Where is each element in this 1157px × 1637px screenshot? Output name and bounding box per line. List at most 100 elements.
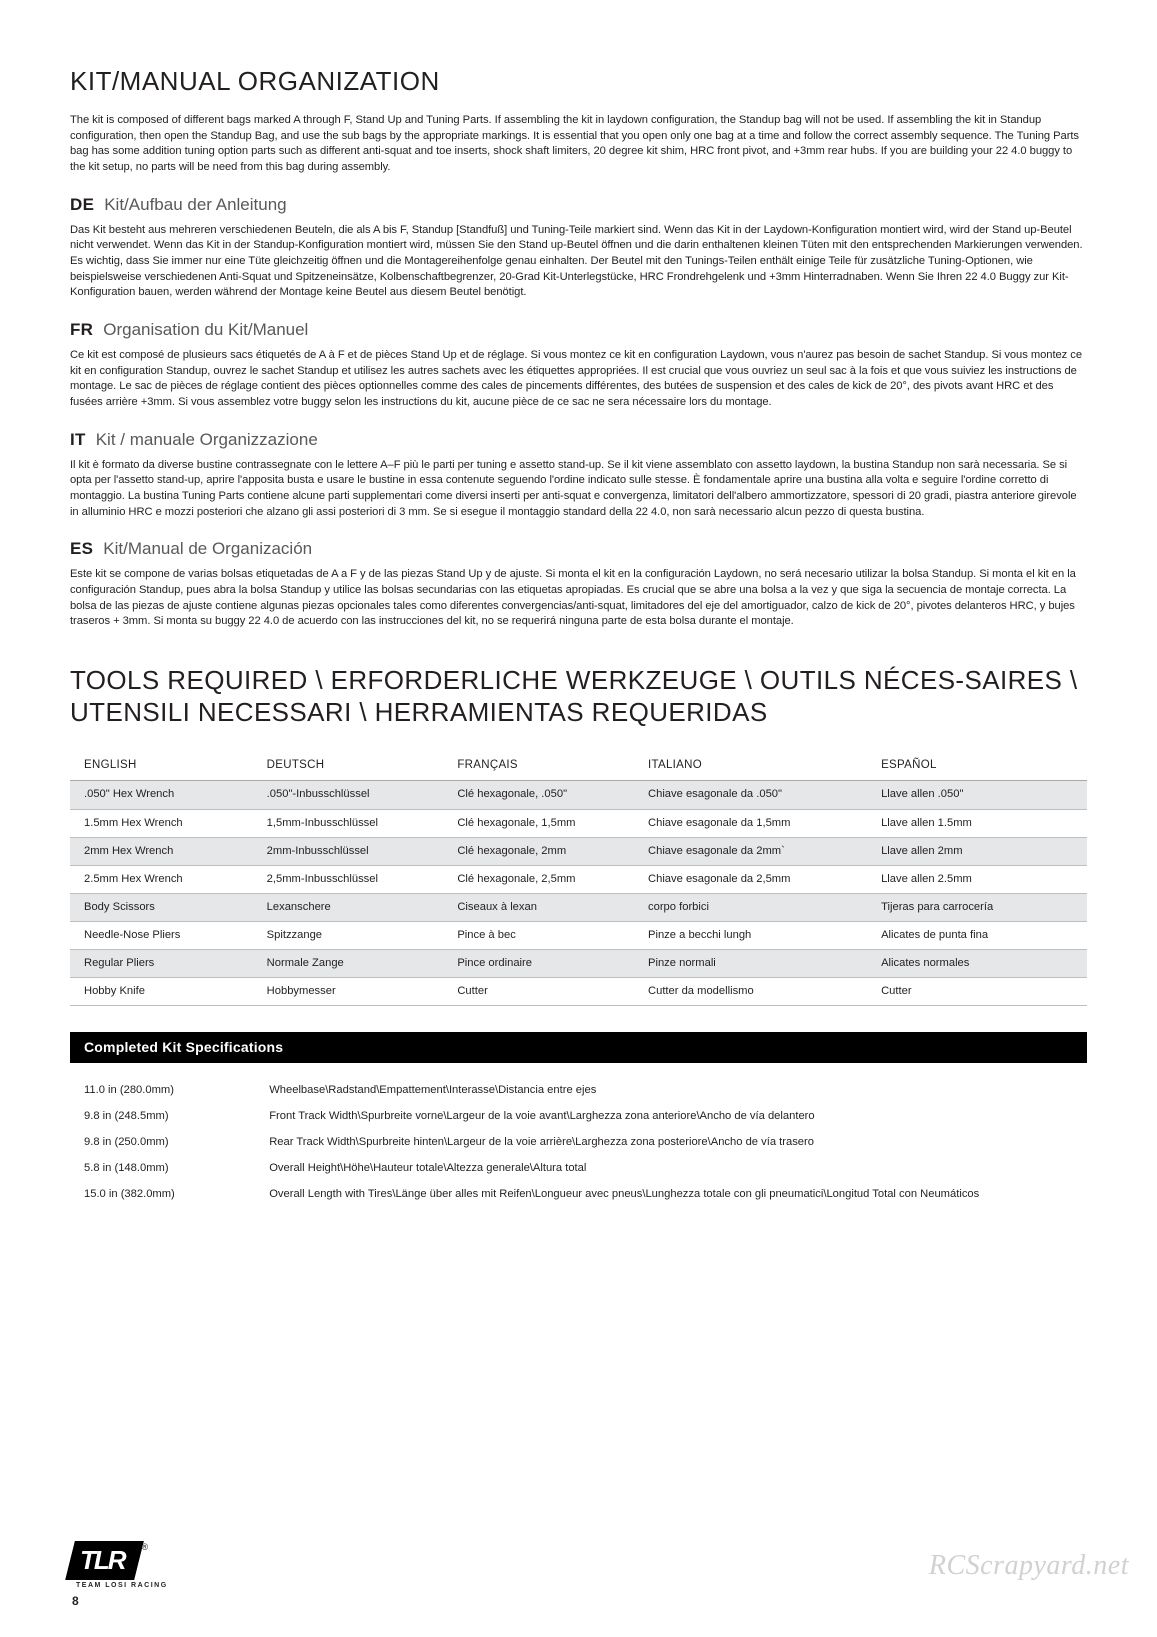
- lang-code: ES: [70, 538, 93, 561]
- lang-code: DE: [70, 194, 94, 217]
- tlr-mark: TLR: [65, 1541, 143, 1580]
- lang-body: Il kit è formato da diverse bustine cont…: [70, 458, 1087, 521]
- table-cell: Lexanschere: [261, 893, 452, 921]
- section1-intro: The kit is composed of different bags ma…: [70, 113, 1087, 176]
- table-cell: Hobbymesser: [261, 978, 452, 1006]
- table-cell: 1.5mm Hex Wrench: [70, 809, 261, 837]
- table-row: 9.8 in (248.5mm)Front Track Width\Spurbr…: [70, 1103, 1087, 1129]
- specs-bar: Completed Kit Specifications: [70, 1032, 1087, 1063]
- table-cell: Tijeras para carrocería: [875, 893, 1087, 921]
- tools-title: TOOLS REQUIRED \ ERFORDERLICHE WERKZEUGE…: [70, 664, 1087, 729]
- table-cell: Clé hexagonale, 1,5mm: [451, 809, 642, 837]
- table-cell: Body Scissors: [70, 893, 261, 921]
- lang-heading: IT Kit / manuale Organizzazione: [70, 429, 1087, 452]
- table-cell: Regular Pliers: [70, 950, 261, 978]
- table-cell: 2mm-Inbusschlüssel: [261, 837, 452, 865]
- footer: TLR ® TEAM LOSI RACING 8: [70, 1541, 168, 1609]
- table-cell: Rear Track Width\Spurbreite hinten\Large…: [263, 1129, 1087, 1155]
- table-cell: Llave allen 2mm: [875, 837, 1087, 865]
- table-cell: 11.0 in (280.0mm): [70, 1077, 263, 1103]
- specs-table: 11.0 in (280.0mm)Wheelbase\Radstand\Empa…: [70, 1077, 1087, 1208]
- table-cell: Llave allen 2.5mm: [875, 865, 1087, 893]
- tools-col-header: DEUTSCH: [261, 751, 452, 781]
- table-cell: 15.0 in (382.0mm): [70, 1182, 263, 1208]
- table-cell: .050"-Inbusschlüssel: [261, 781, 452, 809]
- lang-body: Este kit se compone de varias bolsas eti…: [70, 567, 1087, 630]
- table-cell: Needle-Nose Pliers: [70, 922, 261, 950]
- table-cell: Normale Zange: [261, 950, 452, 978]
- table-row: 2mm Hex Wrench2mm-InbusschlüsselClé hexa…: [70, 837, 1087, 865]
- table-cell: Llave allen 1.5mm: [875, 809, 1087, 837]
- table-row: Regular PliersNormale ZangePince ordinai…: [70, 950, 1087, 978]
- tlr-logo: TLR ® TEAM LOSI RACING 8: [70, 1541, 168, 1609]
- table-cell: Chiave esagonale da 2,5mm: [642, 865, 875, 893]
- tools-col-header: ESPAÑOL: [875, 751, 1087, 781]
- table-cell: .050" Hex Wrench: [70, 781, 261, 809]
- lang-sections: DE Kit/Aufbau der Anleitung Das Kit besteh…: [70, 194, 1087, 630]
- tools-body: .050" Hex Wrench.050"-InbusschlüsselClé …: [70, 781, 1087, 1006]
- lang-body: Das Kit besteht aus mehreren verschieden…: [70, 223, 1087, 301]
- table-cell: Cutter da modellismo: [642, 978, 875, 1006]
- lang-title: Organisation du Kit/Manuel: [103, 319, 308, 342]
- table-cell: Clé hexagonale, .050": [451, 781, 642, 809]
- table-row: .050" Hex Wrench.050"-InbusschlüsselClé …: [70, 781, 1087, 809]
- table-row: 9.8 in (250.0mm)Rear Track Width\Spurbre…: [70, 1129, 1087, 1155]
- tlr-subtext: TEAM LOSI RACING: [76, 1581, 168, 1590]
- tools-header-row: ENGLISHDEUTSCHFRANÇAISITALIANOESPAÑOL: [70, 751, 1087, 781]
- page-content: KIT/MANUAL ORGANIZATION The kit is compo…: [0, 0, 1157, 1208]
- lang-code: IT: [70, 429, 86, 452]
- lang-title: Kit/Manual de Organización: [103, 538, 312, 561]
- table-cell: 2,5mm-Inbusschlüssel: [261, 865, 452, 893]
- table-cell: Cutter: [451, 978, 642, 1006]
- table-row: Needle-Nose PliersSpitzzangePince à becP…: [70, 922, 1087, 950]
- table-cell: Chiave esagonale da .050": [642, 781, 875, 809]
- table-cell: Llave allen .050": [875, 781, 1087, 809]
- lang-title: Kit/Aufbau der Anleitung: [104, 194, 286, 217]
- table-cell: 2mm Hex Wrench: [70, 837, 261, 865]
- table-cell: 5.8 in (148.0mm): [70, 1156, 263, 1182]
- lang-title: Kit / manuale Organizzazione: [96, 429, 318, 452]
- section1-title: KIT/MANUAL ORGANIZATION: [70, 64, 1087, 99]
- table-row: 15.0 in (382.0mm)Overall Length with Tir…: [70, 1182, 1087, 1208]
- table-cell: Clé hexagonale, 2,5mm: [451, 865, 642, 893]
- table-cell: Wheelbase\Radstand\Empattement\Interasse…: [263, 1077, 1087, 1103]
- table-cell: corpo forbici: [642, 893, 875, 921]
- table-cell: Ciseaux à lexan: [451, 893, 642, 921]
- table-cell: 1,5mm-Inbusschlüssel: [261, 809, 452, 837]
- table-cell: Pince à bec: [451, 922, 642, 950]
- table-cell: Cutter: [875, 978, 1087, 1006]
- table-row: 2.5mm Hex Wrench2,5mm-InbusschlüsselClé …: [70, 865, 1087, 893]
- watermark: RCScrapyard.net: [929, 1547, 1129, 1585]
- table-cell: Alicates de punta fina: [875, 922, 1087, 950]
- lang-heading: FR Organisation du Kit/Manuel: [70, 319, 1087, 342]
- tools-table: ENGLISHDEUTSCHFRANÇAISITALIANOESPAÑOL .0…: [70, 751, 1087, 1006]
- table-row: Hobby KnifeHobbymesserCutterCutter da mo…: [70, 978, 1087, 1006]
- table-cell: Alicates normales: [875, 950, 1087, 978]
- table-cell: Clé hexagonale, 2mm: [451, 837, 642, 865]
- table-row: 5.8 in (148.0mm)Overall Height\Höhe\Haut…: [70, 1156, 1087, 1182]
- table-row: 11.0 in (280.0mm)Wheelbase\Radstand\Empa…: [70, 1077, 1087, 1103]
- table-cell: Chiave esagonale da 2mm`: [642, 837, 875, 865]
- page-number: 8: [72, 1593, 79, 1609]
- table-cell: 9.8 in (248.5mm): [70, 1103, 263, 1129]
- lang-heading: DE Kit/Aufbau der Anleitung: [70, 194, 1087, 217]
- table-cell: Overall Length with Tires\Länge über all…: [263, 1182, 1087, 1208]
- tools-col-header: ITALIANO: [642, 751, 875, 781]
- table-cell: Overall Height\Höhe\Hauteur totale\Altez…: [263, 1156, 1087, 1182]
- table-cell: Chiave esagonale da 1,5mm: [642, 809, 875, 837]
- table-cell: Hobby Knife: [70, 978, 261, 1006]
- table-row: 1.5mm Hex Wrench1,5mm-InbusschlüsselClé …: [70, 809, 1087, 837]
- lang-code: FR: [70, 319, 93, 342]
- tools-col-header: ENGLISH: [70, 751, 261, 781]
- table-cell: Pinze normali: [642, 950, 875, 978]
- tools-col-header: FRANÇAIS: [451, 751, 642, 781]
- table-row: Body ScissorsLexanschereCiseaux à lexanc…: [70, 893, 1087, 921]
- table-cell: Spitzzange: [261, 922, 452, 950]
- table-cell: Pince ordinaire: [451, 950, 642, 978]
- table-cell: Pinze a becchi lungh: [642, 922, 875, 950]
- table-cell: 9.8 in (250.0mm): [70, 1129, 263, 1155]
- table-cell: Front Track Width\Spurbreite vorne\Large…: [263, 1103, 1087, 1129]
- table-cell: 2.5mm Hex Wrench: [70, 865, 261, 893]
- lang-heading: ES Kit/Manual de Organización: [70, 538, 1087, 561]
- lang-body: Ce kit est composé de plusieurs sacs éti…: [70, 348, 1087, 411]
